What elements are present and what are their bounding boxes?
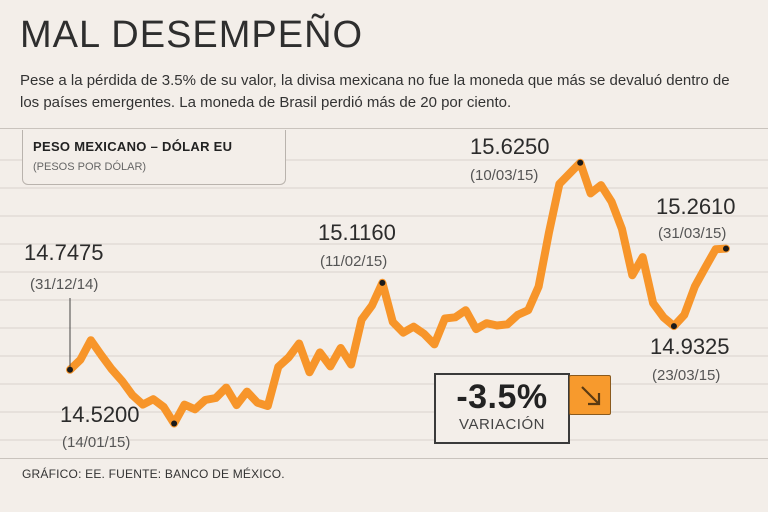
data-point-marker (171, 420, 178, 427)
series-name: PESO MEXICANO – DÓLAR EU (33, 139, 233, 154)
data-point-marker (577, 159, 584, 166)
annotation-date: (31/12/14) (30, 276, 98, 293)
top-divider (0, 128, 768, 129)
annotation-value: 14.7475 (24, 240, 104, 265)
annotation-value: 14.9325 (650, 334, 730, 359)
annotation-date: (11/02/15) (320, 253, 387, 270)
annotation-value: 15.2610 (656, 194, 736, 219)
annotation-date: (10/03/15) (470, 167, 538, 184)
series-legend-box: PESO MEXICANO – DÓLAR EU (PESOS POR DÓLA… (22, 130, 286, 185)
series-line (66, 158, 730, 428)
annotation-date: (23/03/15) (652, 367, 720, 384)
series-unit: (PESOS POR DÓLAR) (33, 161, 147, 173)
line-chart: 14.7475 (31/12/14) 14.5200 (14/01/15) 15.116… (0, 134, 768, 451)
annotation-date: (14/01/15) (62, 434, 130, 451)
chart-subtitle: Pese a la pérdida de 3.5% de su valor, l… (20, 72, 730, 111)
data-point-marker (723, 245, 729, 252)
chart-title: MAL DESEMPEÑO (20, 14, 364, 56)
data-point-marker (67, 366, 73, 373)
data-point-marker (379, 279, 386, 286)
source-note: GRÁFICO: EE. FUENTE: BANCO DE MÉXICO. (22, 467, 285, 481)
annotation-date: (31/03/15) (658, 225, 726, 242)
down-right-arrow-icon (569, 375, 611, 415)
annotation-value: 15.1160 (318, 220, 396, 245)
variation-box: -3.5% VARIACIÓN (434, 373, 570, 444)
data-point-marker (670, 323, 677, 330)
variation-value: -3.5% (456, 378, 548, 416)
bottom-divider (0, 458, 768, 459)
annotation-value: 15.6250 (470, 134, 550, 159)
variation-label: VARIACIÓN (459, 416, 545, 433)
annotation-value: 14.5200 (60, 402, 140, 427)
